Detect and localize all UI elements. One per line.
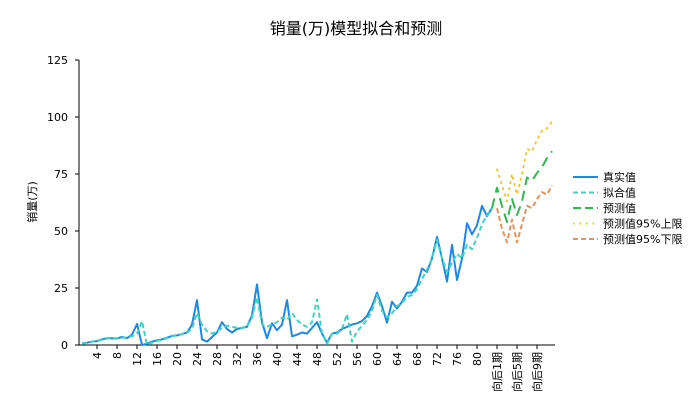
x-tick-label: 52 <box>331 352 344 366</box>
series-line-1 <box>81 207 493 346</box>
x-tick-label: 16 <box>151 352 164 366</box>
y-tick-label: 100 <box>47 111 68 124</box>
x-tick-label: 24 <box>191 352 204 366</box>
series-line-3 <box>496 120 553 203</box>
x-tick-label: 4 <box>91 352 104 359</box>
y-axis-label: 销量(万) <box>25 181 39 223</box>
x-tick-label: 32 <box>231 352 244 366</box>
x-tick-label: 60 <box>371 352 384 366</box>
x-tick-label: 向后9期 <box>530 352 544 392</box>
legend-label: 预测值95%上限 <box>603 218 682 231</box>
x-tick-label: 向后5期 <box>510 352 524 392</box>
x-tick-label: 44 <box>291 352 304 366</box>
x-tick-label: 56 <box>351 352 364 366</box>
x-tick-label: 28 <box>211 352 224 366</box>
series-line-4 <box>496 184 553 244</box>
x-tick-label: 72 <box>431 352 444 366</box>
x-tick-label: 64 <box>391 352 404 366</box>
x-tick-label: 12 <box>131 352 144 366</box>
x-tick-label: 向后1期 <box>490 352 504 392</box>
y-tick-label: 25 <box>54 282 68 295</box>
x-tick-label: 36 <box>251 352 264 366</box>
x-tick-label: 68 <box>411 352 424 366</box>
legend-label: 拟合值 <box>603 186 636 200</box>
legend-label: 预测值95%下限 <box>603 233 682 246</box>
y-tick-label: 75 <box>54 168 68 181</box>
series-line-2 <box>491 150 553 223</box>
legend-label: 预测值 <box>603 202 636 215</box>
x-tick-label: 76 <box>451 352 464 366</box>
y-tick-label: 50 <box>54 225 68 238</box>
legend-label: 真实值 <box>603 170 636 184</box>
x-tick-label: 40 <box>271 352 284 366</box>
x-tick-label: 20 <box>171 352 184 366</box>
chart-title: 销量(万)模型拟合和预测 <box>270 19 443 38</box>
y-tick-label: 0 <box>61 339 68 352</box>
y-tick-label: 125 <box>47 54 68 67</box>
x-tick-label: 48 <box>311 352 324 366</box>
x-tick-label: 8 <box>111 352 124 359</box>
x-tick-label: 80 <box>471 352 484 366</box>
